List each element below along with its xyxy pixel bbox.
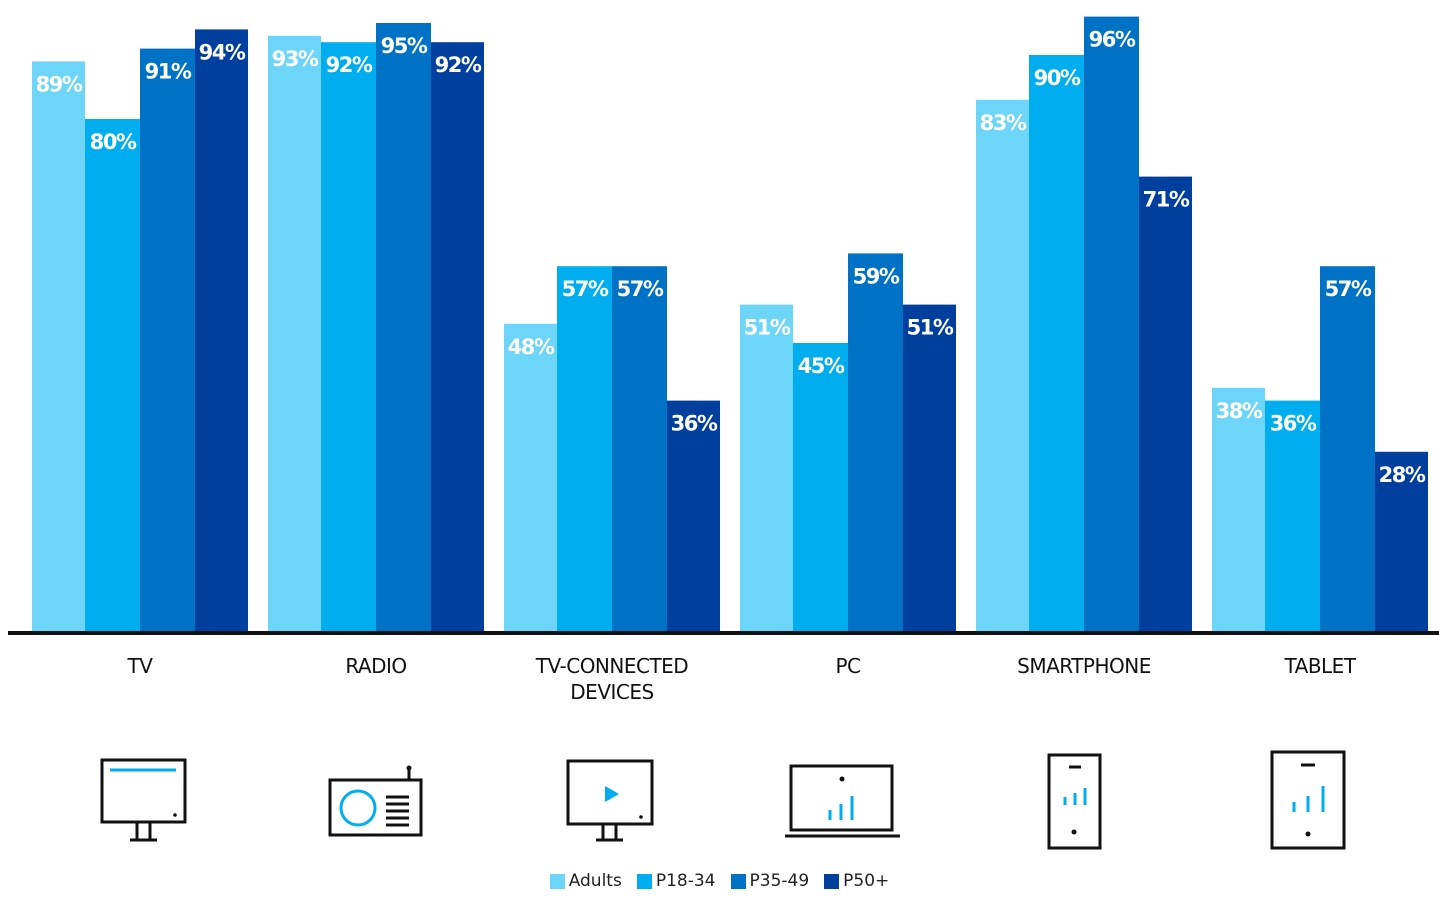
laptop-icon xyxy=(785,764,900,838)
bar-value-label: 95% xyxy=(381,34,428,58)
smartphone-icon xyxy=(1047,753,1102,850)
bar-value-label: 45% xyxy=(798,354,845,378)
bar xyxy=(976,99,1029,632)
bar-chart: 89% 80% 91% 94% 93% 92% 95% 92% 48% 57% 57% 36% 51% 4… xyxy=(8,16,1439,850)
category-label: TV xyxy=(127,654,154,678)
bar-value-label: 94% xyxy=(199,40,246,64)
bar xyxy=(32,61,85,631)
radio-icon xyxy=(328,765,423,837)
bar-value-label: 92% xyxy=(435,53,482,77)
bar-value-label: 90% xyxy=(1034,66,1081,90)
bar xyxy=(1265,400,1320,631)
bar xyxy=(1084,16,1139,632)
bar-value-label: 51% xyxy=(744,316,791,340)
category-label: TV-CONNECTED xyxy=(535,654,689,678)
legend-swatch xyxy=(636,873,652,889)
tv-connected-device-icon xyxy=(566,759,654,842)
bar xyxy=(376,23,431,631)
legend-swatch xyxy=(824,873,840,889)
bar xyxy=(740,304,793,631)
bar-value-label: 57% xyxy=(1325,277,1372,301)
bar-value-label: 48% xyxy=(508,335,555,359)
bar-value-label: 59% xyxy=(853,264,900,288)
legend-label: P18-34 xyxy=(655,871,716,891)
legend-swatch xyxy=(730,873,746,889)
bar-value-label: 57% xyxy=(562,277,609,301)
tv-icon xyxy=(100,758,187,842)
legend-label: Adults xyxy=(568,871,622,891)
category-label: SMARTPHONE xyxy=(1017,654,1151,678)
category-label: RADIO xyxy=(345,654,406,678)
bar-value-label: 38% xyxy=(1216,399,1263,423)
bars-layer xyxy=(32,16,1428,632)
bar xyxy=(85,119,140,631)
bar-value-label: 96% xyxy=(1089,28,1136,52)
bar xyxy=(431,42,484,631)
bar-value-label: 80% xyxy=(90,130,137,154)
bar-value-label: 83% xyxy=(980,111,1027,135)
bar xyxy=(612,266,667,631)
bar xyxy=(793,343,848,631)
legend-swatch xyxy=(549,873,565,889)
bar-value-label: 36% xyxy=(1270,412,1317,436)
bar xyxy=(1029,55,1084,631)
category-label: DEVICES xyxy=(570,680,653,704)
bar-value-label: 28% xyxy=(1379,463,1426,487)
bar xyxy=(140,48,195,632)
value-labels-layer: 89% 80% 91% 94% 93% 92% 95% 92% 48% 57% 57% 36% 51% 4… xyxy=(36,28,1428,487)
bar xyxy=(557,266,612,631)
bar-value-label: 36% xyxy=(671,412,718,436)
bar-value-label: 91% xyxy=(145,60,192,84)
bar xyxy=(195,29,248,631)
bar xyxy=(1375,451,1428,631)
tablet-icon xyxy=(1270,750,1346,850)
bar-value-label: 57% xyxy=(617,277,664,301)
legend-label: P35-49 xyxy=(749,871,810,891)
bar xyxy=(321,42,376,631)
bar-value-label: 51% xyxy=(907,316,954,340)
legend: Adults P18-34 P35-49 P50+ xyxy=(0,871,1439,891)
bar xyxy=(1212,387,1265,631)
bar xyxy=(903,304,956,631)
bar xyxy=(268,35,321,632)
bar-value-label: 93% xyxy=(272,47,319,71)
legend-item-p50-plus: P50+ xyxy=(824,871,889,891)
legend-item-p18-34: P18-34 xyxy=(636,871,716,891)
category-label: TABLET xyxy=(1283,654,1356,678)
bar-value-label: 92% xyxy=(326,53,373,77)
category-label: PC xyxy=(835,654,860,678)
bar xyxy=(504,323,557,631)
bar-value-label: 71% xyxy=(1143,188,1190,212)
bar xyxy=(667,400,720,631)
bar xyxy=(848,253,903,631)
bar xyxy=(1320,266,1375,631)
legend-item-p35-49: P35-49 xyxy=(730,871,810,891)
legend-item-adults: Adults xyxy=(549,871,622,891)
legend-label: P50+ xyxy=(843,871,890,891)
bar-value-label: 89% xyxy=(36,72,83,96)
bar xyxy=(1139,176,1192,631)
